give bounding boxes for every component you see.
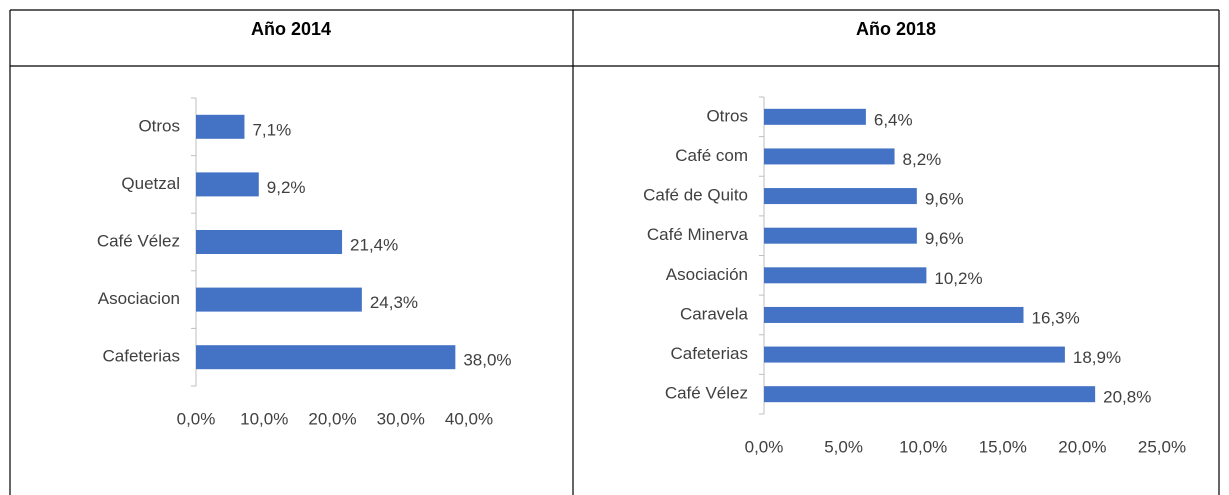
bar [764, 267, 927, 284]
data-label: 8,2% [903, 150, 942, 169]
y-tick-label: Otros [706, 106, 748, 125]
y-tick-label: Café Vélez [665, 384, 748, 403]
x-tick-label: 20,0% [308, 409, 356, 428]
y-tick-label: Otros [138, 116, 180, 135]
data-label: 9,6% [925, 190, 964, 209]
bar [196, 345, 456, 370]
bar [764, 346, 1065, 363]
bar [764, 306, 1024, 323]
data-label: 18,9% [1073, 348, 1121, 367]
bar [196, 172, 259, 197]
bar [764, 108, 866, 125]
data-label: 20,8% [1103, 388, 1151, 407]
data-label: 38,0% [463, 351, 511, 370]
bar [196, 230, 343, 254]
bar [764, 148, 895, 165]
data-label: 6,4% [874, 110, 913, 129]
y-tick-label: Caravela [680, 304, 749, 323]
x-tick-label: 0,0% [177, 409, 216, 428]
x-tick-label: 25,0% [1138, 437, 1186, 456]
y-tick-label: Café Minerva [647, 225, 749, 244]
x-tick-label: 0,0% [745, 437, 784, 456]
y-tick-label: Asociación [666, 265, 748, 284]
x-tick-label: 5,0% [824, 437, 863, 456]
x-tick-label: 20,0% [1058, 437, 1106, 456]
x-tick-label: 30,0% [377, 409, 425, 428]
data-label: 9,2% [267, 178, 306, 197]
chart-title: Año 2014 [251, 19, 331, 39]
data-label: 24,3% [370, 293, 418, 312]
y-tick-label: Cafeterias [671, 344, 748, 363]
x-tick-label: 40,0% [445, 409, 493, 428]
y-tick-label: Café com [675, 146, 748, 165]
data-label: 10,2% [934, 269, 982, 288]
y-tick-label: Quetzal [121, 174, 180, 193]
data-label: 16,3% [1031, 308, 1079, 327]
bar [196, 114, 245, 139]
data-label: 21,4% [350, 235, 398, 254]
x-tick-label: 10,0% [240, 409, 288, 428]
x-tick-label: 10,0% [899, 437, 947, 456]
x-tick-label: 15,0% [979, 437, 1027, 456]
y-tick-label: Asociacion [98, 289, 180, 308]
bar [764, 386, 1096, 403]
data-label: 7,1% [252, 120, 291, 139]
chart-title: Año 2018 [856, 19, 936, 39]
bar [764, 188, 917, 205]
bar [196, 287, 362, 312]
y-tick-label: Cafeterias [103, 347, 180, 366]
y-tick-label: Café de Quito [643, 186, 748, 205]
data-label: 9,6% [925, 229, 964, 248]
bar [764, 227, 917, 244]
y-tick-label: Café Vélez [97, 231, 180, 250]
